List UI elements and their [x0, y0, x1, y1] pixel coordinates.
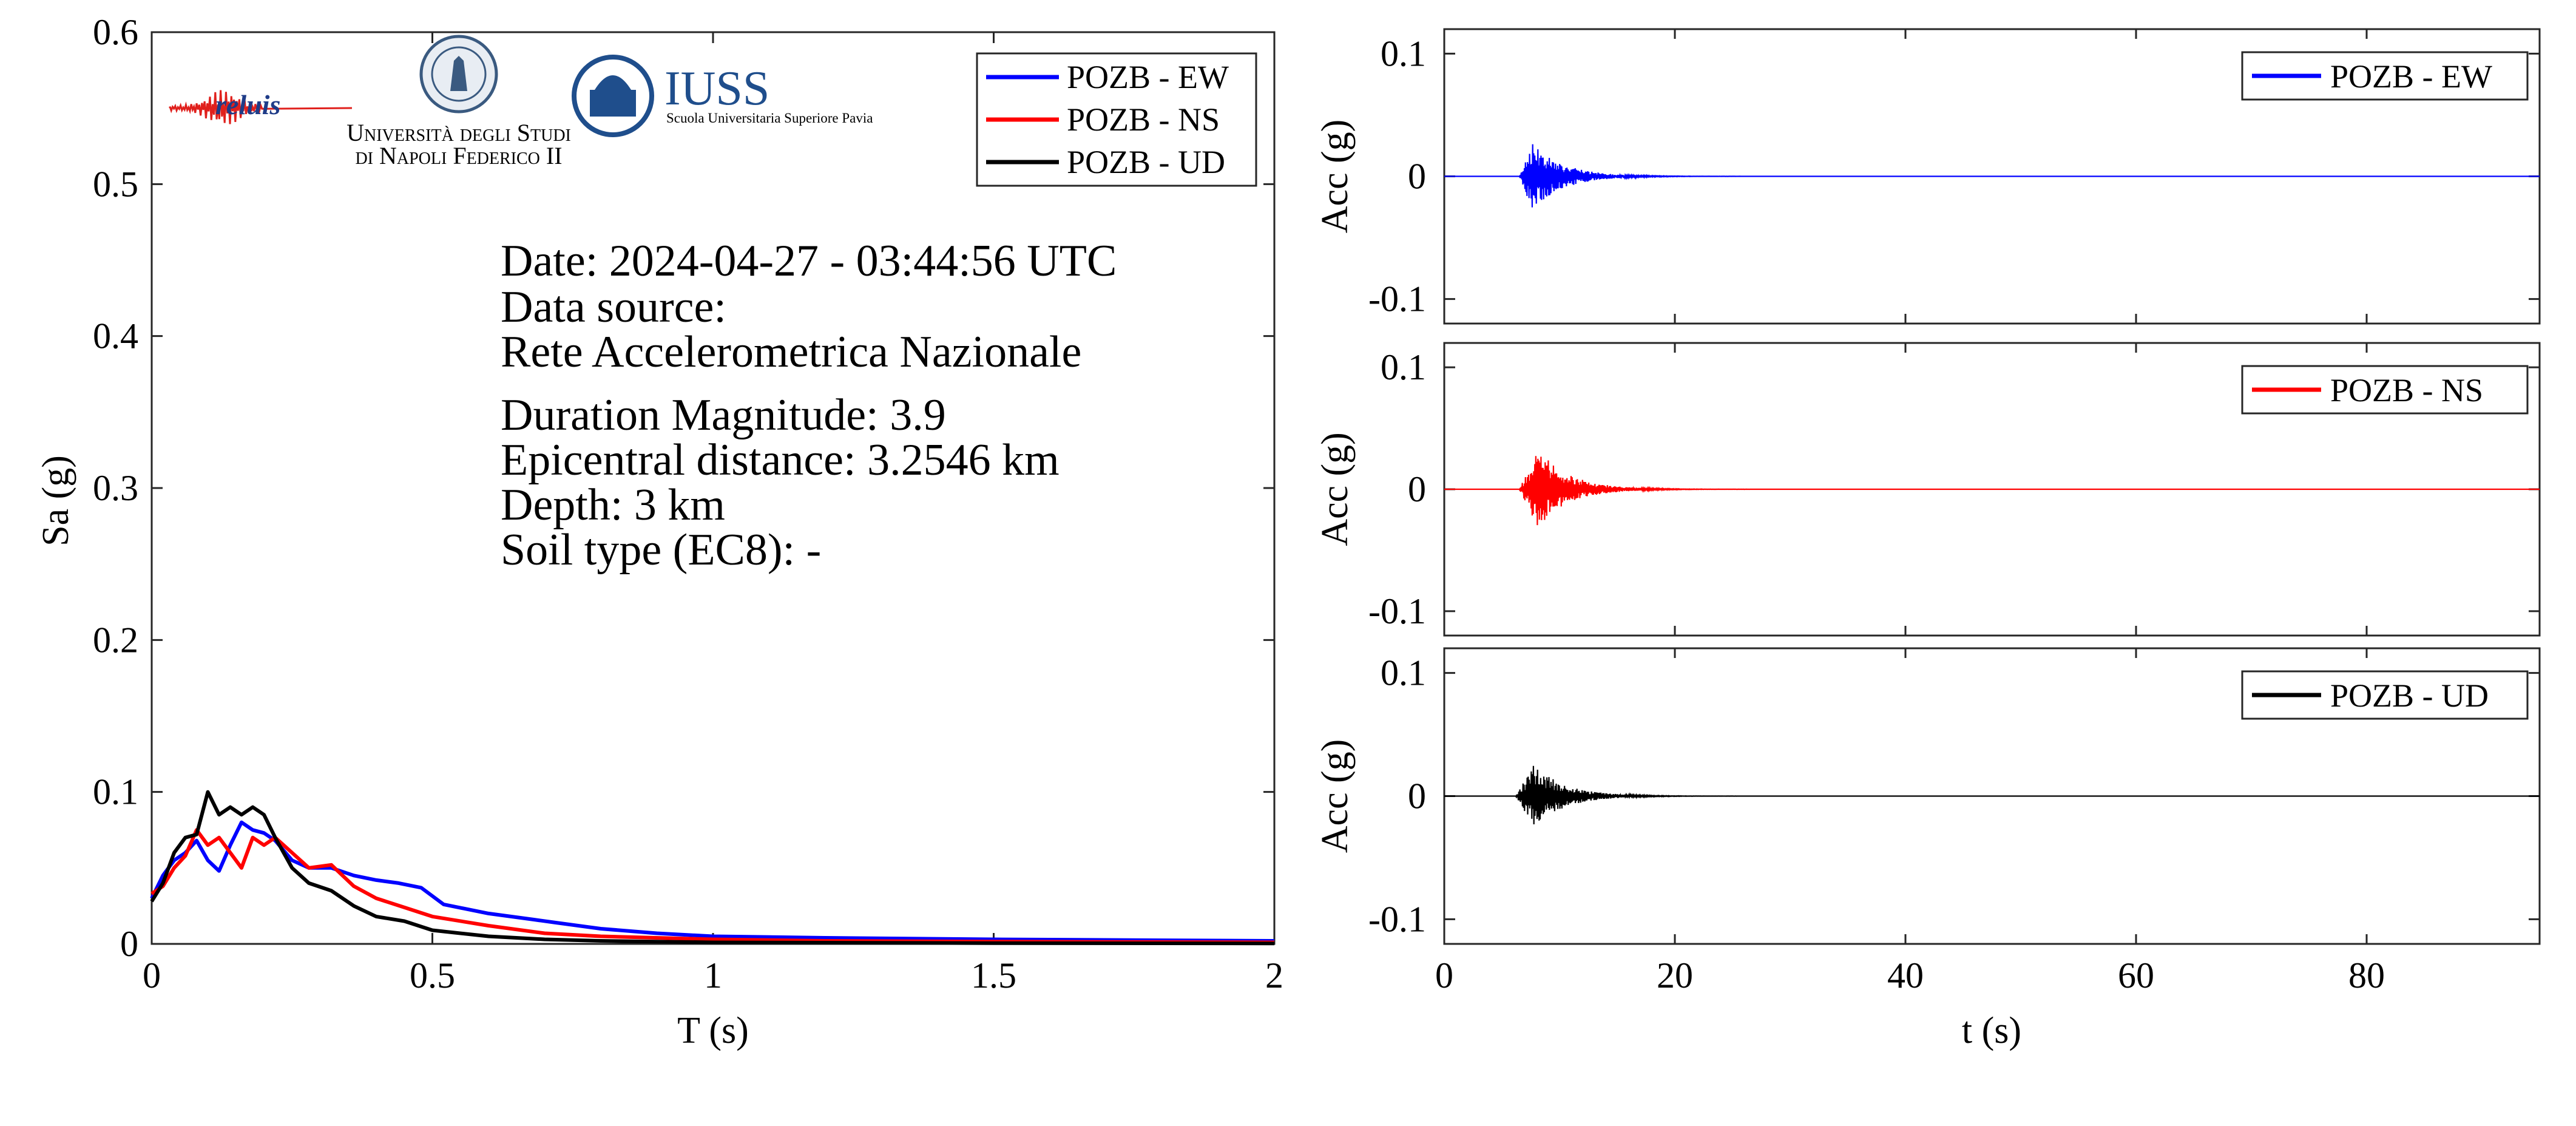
unina-logo-line1: Università degli Studi: [347, 119, 571, 146]
acc-x-tick-label: 80: [2348, 955, 2385, 995]
spectrum-chart: 0 0.5 1 1.5 2 0 0.1 0.2 0.3 0.4 0.5 0.6 reluis Univ…: [35, 12, 1283, 1051]
reluis-logo-text: reluis: [215, 89, 280, 120]
spectrum-y-tick-label: 0.4: [93, 316, 138, 356]
legend-label-ns: POZB - NS: [1067, 101, 1220, 138]
unina-seal-inner: [431, 46, 487, 102]
unina-seal-figure: [450, 56, 467, 91]
iuss-logo-title: IUSS: [664, 62, 769, 115]
spectrum-series-ew: [150, 820, 1275, 943]
soil-type: Soil type (EC8): -: [501, 525, 821, 575]
spectrum-x-tick-label: 0.5: [410, 955, 455, 995]
acc-panel-ew: -0.1 0 0.1 Acc (g) POZB - EW: [1314, 28, 2541, 325]
iuss-emblem-dome: [595, 75, 631, 90]
data-source-label: Data source:: [501, 282, 726, 332]
data-source: Rete Accelerometrica Nazionale: [501, 327, 1081, 377]
acc-panel-ns: -0.1 0 0.1 Acc (g) POZB - NS: [1314, 342, 2541, 637]
spectrum-y-tick-label: 0.5: [93, 164, 138, 204]
acc-legend-label: POZB - UD: [2330, 677, 2489, 714]
unina-logo-line2: di Napoli Federico II: [355, 142, 562, 169]
acc-y-tick-label: -0.1: [1368, 591, 1426, 631]
acc-y-tick-label: 0.1: [1381, 33, 1426, 73]
acc-y-axis-label: Acc (g): [1314, 432, 1356, 546]
acc-x-tick-label: 20: [1657, 955, 1693, 995]
spectrum-legend: POZB - EW POZB - NS POZB - UD: [976, 52, 1257, 187]
acc-legend-label: POZB - EW: [2330, 58, 2492, 95]
acc-y-tick-label: 0: [1408, 157, 1426, 197]
spectrum-x-axis-label: T (s): [677, 1010, 749, 1051]
iuss-logo-subtitle: Scuola Universitaria Superiore Pavia: [666, 110, 873, 126]
event-info: Date: 2024-04-27 - 03:44:56 UTC Data sou…: [501, 236, 1117, 575]
acc-legend-label: POZB - NS: [2330, 372, 2483, 409]
unina-logo: Università degli Studi di Napoli Federic…: [347, 35, 571, 169]
spectrum-ticks: 0 0.5 1 1.5 2 0 0.1 0.2 0.3 0.4 0.5 0.6: [93, 12, 1283, 995]
acc-y-tick-label: 0: [1408, 469, 1426, 509]
legend-label-ud: POZB - UD: [1067, 144, 1225, 180]
acc-x-tick-label: 60: [2118, 955, 2154, 995]
time-x-axis-label: t (s): [1962, 1010, 2021, 1051]
acc-x-tick-label: 0: [1435, 955, 1453, 995]
spectrum-y-axis-label: Sa (g): [35, 455, 76, 546]
acc-series-ew: [1444, 144, 2540, 208]
acc-y-axis-label: Acc (g): [1314, 120, 1356, 234]
acc-y-tick-label: 0: [1408, 776, 1426, 816]
epicentral-distance: Epicentral distance: 3.2546 km: [501, 435, 1060, 485]
spectrum-y-tick-label: 0.2: [93, 620, 138, 660]
acc-series-ns: [1444, 456, 2540, 526]
iuss-emblem-building: [590, 90, 636, 117]
legend-label-ew: POZB - EW: [1067, 59, 1229, 95]
reluis-logo: reluis: [169, 89, 353, 124]
acc-y-axis-label: Acc (g): [1314, 739, 1356, 853]
spectrum-y-tick-label: 0: [120, 924, 138, 964]
spectrum-x-tick-label: 2: [1265, 955, 1283, 995]
reluis-wave-path: [169, 90, 353, 124]
iuss-logo: IUSS Scuola Universitaria Superiore Pavi…: [572, 55, 873, 137]
spectrum-x-tick-label: 1: [704, 955, 722, 995]
acc-y-tick-label: -0.1: [1368, 899, 1426, 939]
acc-y-tick-label: 0.1: [1381, 347, 1426, 387]
duration-magnitude: Duration Magnitude: 3.9: [501, 390, 946, 440]
acc-series-ud: [1444, 765, 2540, 825]
acc-x-tick-label: 40: [1887, 955, 1924, 995]
event-date: Date: 2024-04-27 - 03:44:56 UTC: [501, 236, 1117, 286]
depth: Depth: 3 km: [501, 480, 725, 530]
spectrum-y-tick-label: 0.1: [93, 772, 138, 812]
spectrum-series-ns: [150, 828, 1275, 945]
spectrum-series-ud: [150, 790, 1275, 946]
acc-y-tick-label: 0.1: [1381, 653, 1426, 693]
spectrum-y-tick-label: 0.3: [93, 468, 138, 508]
spectrum-lines: [150, 790, 1275, 946]
reluis-wave-icon: [169, 90, 353, 124]
spectrum-x-tick-label: 0: [143, 955, 161, 995]
spectrum-y-tick-label: 0.6: [93, 12, 138, 52]
acc-y-tick-label: -0.1: [1368, 279, 1426, 319]
spectrum-x-tick-label: 1.5: [971, 955, 1016, 995]
